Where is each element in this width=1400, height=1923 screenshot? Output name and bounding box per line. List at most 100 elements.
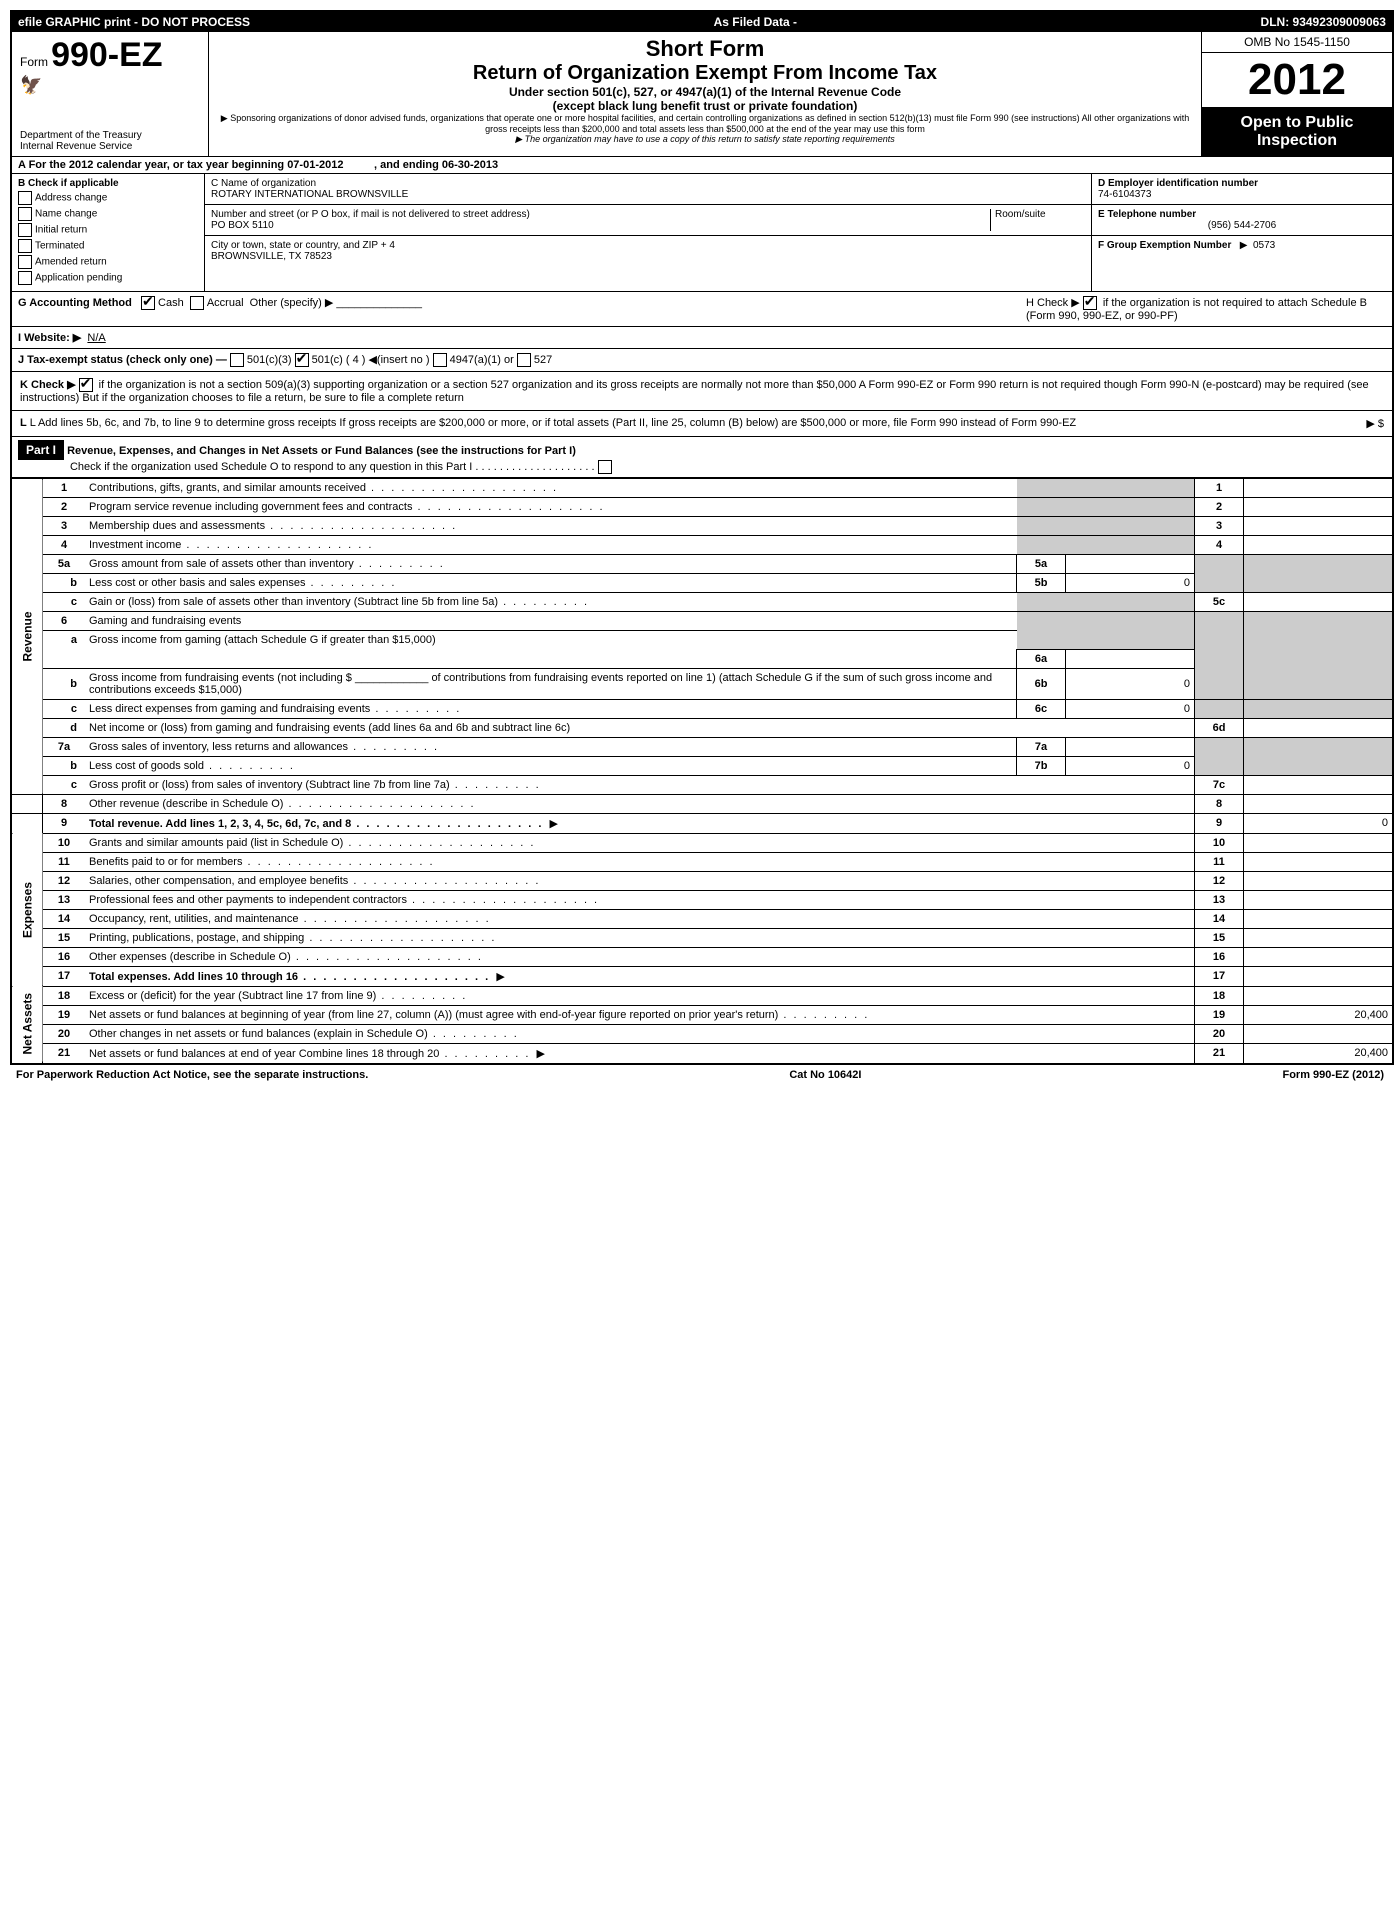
- form-number: 990-EZ: [51, 36, 163, 74]
- rn-13: 13: [1195, 890, 1244, 909]
- irs-seal-icon: 🦅: [20, 75, 200, 96]
- section-J: J Tax-exempt status (check only one) — 5…: [12, 349, 1392, 372]
- mv-6c: 0: [1066, 699, 1195, 718]
- f-arrow: ▶: [1240, 240, 1248, 251]
- mn-7a: 7a: [1017, 737, 1066, 756]
- footer-left: For Paperwork Reduction Act Notice, see …: [16, 1069, 368, 1081]
- cb-label-2: Initial return: [35, 225, 87, 236]
- section-C: C Name of organization ROTARY INTERNATIO…: [205, 174, 1091, 291]
- ln-18: 18: [43, 986, 86, 1005]
- rn-18: 18: [1195, 986, 1244, 1005]
- lines-table: Revenue 1 Contributions, gifts, grants, …: [12, 478, 1392, 1063]
- ln-9: 9: [43, 813, 86, 833]
- checkbox-527[interactable]: [517, 353, 531, 367]
- checkbox-schedule-o[interactable]: [598, 460, 612, 474]
- c-street-label: Number and street (or P O box, if mail i…: [211, 209, 990, 220]
- dln-label: DLN: 93492309009063: [1261, 15, 1386, 29]
- checkbox-cash[interactable]: [141, 296, 155, 310]
- l6a-desc: Gross income from gaming (attach Schedul…: [85, 631, 1017, 650]
- checkbox-schedule-b[interactable]: [1083, 296, 1097, 310]
- l11-desc: Benefits paid to or for members: [89, 856, 435, 868]
- header-center: Short Form Return of Organization Exempt…: [209, 32, 1201, 156]
- ln-17: 17: [43, 966, 86, 986]
- rn-4: 4: [1195, 536, 1244, 555]
- rn-20: 20: [1195, 1024, 1244, 1043]
- header-left: Form 990-EZ 🦅 Department of the Treasury…: [12, 32, 209, 156]
- l13-desc: Professional fees and other payments to …: [89, 894, 599, 906]
- checkbox-terminated[interactable]: [18, 239, 32, 253]
- short-form-title: Short Form: [219, 36, 1191, 62]
- other-label: Other (specify) ▶: [250, 297, 334, 309]
- cb-label-5: Application pending: [35, 273, 122, 284]
- checkbox-501c[interactable]: [295, 353, 309, 367]
- cb-label-0: Address change: [35, 193, 107, 204]
- l17-desc: Total expenses. Add lines 10 through 16: [89, 971, 490, 983]
- section-H: H Check ▶ if the organization is not req…: [1026, 296, 1386, 322]
- j-opt1: 501(c)(3): [247, 354, 292, 366]
- checkbox-k[interactable]: [79, 378, 93, 392]
- open-label: Open to Public: [1204, 114, 1390, 132]
- checkbox-initial-return[interactable]: [18, 223, 32, 237]
- checkbox-amended[interactable]: [18, 255, 32, 269]
- rn-19: 19: [1195, 1005, 1244, 1024]
- l1-desc: Contributions, gifts, grants, and simila…: [89, 482, 558, 494]
- org-street: PO BOX 5110: [211, 220, 990, 231]
- cb-label-1: Name change: [35, 209, 97, 220]
- state-note: ▶ The organization may have to use a cop…: [219, 134, 1191, 145]
- ln-5c: c: [43, 593, 86, 612]
- tax-year: 2012: [1202, 53, 1392, 108]
- g-label: G Accounting Method: [18, 297, 132, 309]
- phone-value: (956) 544-2706: [1098, 220, 1386, 231]
- ein-value: 74-6104373: [1098, 189, 1151, 200]
- ln-7a: 7a: [43, 737, 86, 756]
- checkbox-501c3[interactable]: [230, 353, 244, 367]
- rn-5c: 5c: [1195, 593, 1244, 612]
- section-L: L L Add lines 5b, 6c, and 7b, to line 9 …: [12, 411, 1392, 437]
- l7c-desc: Gross profit or (loss) from sales of inv…: [89, 779, 541, 791]
- checkbox-address-change[interactable]: [18, 191, 32, 205]
- ln-1: 1: [43, 479, 86, 498]
- section-A-text: A For the 2012 calendar year, or tax yea…: [18, 159, 343, 171]
- mv-6b: 0: [1066, 668, 1195, 699]
- rn-16: 16: [1195, 947, 1244, 966]
- ln-6c: c: [43, 699, 86, 718]
- checkbox-name-change[interactable]: [18, 207, 32, 221]
- checkbox-accrual[interactable]: [190, 296, 204, 310]
- ln-6d: d: [43, 718, 86, 737]
- org-name: ROTARY INTERNATIONAL BROWNSVILLE: [211, 189, 1085, 200]
- omb-number: OMB No 1545-1150: [1202, 32, 1392, 53]
- l10-desc: Grants and similar amounts paid (list in…: [89, 837, 535, 849]
- org-city: BROWNSVILLE, TX 78523: [211, 251, 1085, 262]
- l5c-desc: Gain or (loss) from sale of assets other…: [89, 596, 589, 608]
- j-opt2: 501(c) ( 4 ): [312, 354, 366, 366]
- footer: For Paperwork Reduction Act Notice, see …: [10, 1065, 1390, 1085]
- e-label: E Telephone number: [1098, 209, 1196, 220]
- rv-19: 20,400: [1244, 1005, 1393, 1024]
- cash-label: Cash: [158, 297, 184, 309]
- j-opt4: 527: [534, 354, 552, 366]
- section-B-label: B Check if applicable: [18, 178, 119, 189]
- section-DEF: D Employer identification number 74-6104…: [1091, 174, 1392, 291]
- main-title: Return of Organization Exempt From Incom…: [219, 62, 1191, 85]
- l20-desc: Other changes in net assets or fund bala…: [89, 1028, 519, 1040]
- mn-7b: 7b: [1017, 756, 1066, 775]
- ln-6a: a: [43, 631, 86, 650]
- k-body: if the organization is not a section 509…: [20, 379, 1369, 404]
- ln-13: 13: [43, 890, 86, 909]
- rn-11: 11: [1195, 852, 1244, 871]
- ln-16: 16: [43, 947, 86, 966]
- form-990ez-container: efile GRAPHIC print - DO NOT PROCESS As …: [10, 10, 1394, 1065]
- part1-title: Revenue, Expenses, and Changes in Net As…: [67, 445, 576, 457]
- checkbox-4947[interactable]: [433, 353, 447, 367]
- mv-7b: 0: [1066, 756, 1195, 775]
- l9-desc: Total revenue. Add lines 1, 2, 3, 4, 5c,…: [89, 818, 543, 830]
- rn-12: 12: [1195, 871, 1244, 890]
- section-I: I Website: ▶ N/A: [12, 327, 1392, 349]
- sponsor-note: ▶ Sponsoring organizations of donor advi…: [219, 113, 1191, 134]
- mn-5a: 5a: [1017, 555, 1066, 574]
- checkbox-pending[interactable]: [18, 271, 32, 285]
- l12-desc: Salaries, other compensation, and employ…: [89, 875, 540, 887]
- l2-desc: Program service revenue including govern…: [89, 501, 605, 513]
- l-text: L Add lines 5b, 6c, and 7b, to line 9 to…: [30, 417, 1076, 429]
- l8-desc: Other revenue (describe in Schedule O): [89, 798, 476, 810]
